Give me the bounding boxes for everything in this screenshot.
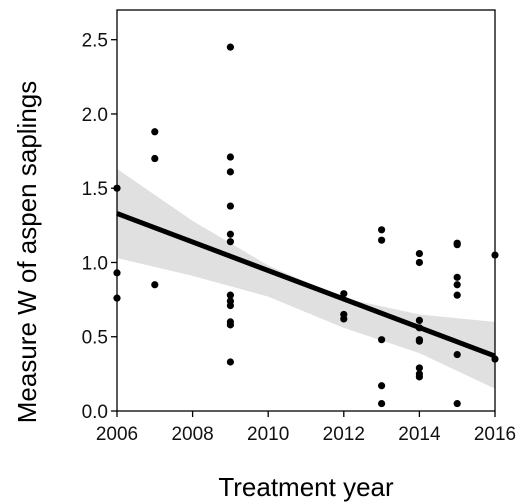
data-point xyxy=(415,324,423,332)
data-point xyxy=(415,316,423,325)
data-point xyxy=(453,273,461,281)
y-tick-label: 1.5 xyxy=(82,179,108,200)
data-point xyxy=(378,382,386,390)
axes-layer: 0.0 0.5 1.0 1.5 2.0 2.5 2006 2008 2010 2012 2014 20… xyxy=(82,9,516,445)
x-tick-label: 2012 xyxy=(323,424,365,445)
x-tick-label: 2008 xyxy=(171,424,213,445)
y-tick-label: 0.0 xyxy=(82,402,108,423)
data-point xyxy=(226,321,234,329)
data-point xyxy=(226,230,234,238)
fit-line-layer xyxy=(116,211,496,359)
data-point xyxy=(226,301,234,310)
data-point xyxy=(415,373,423,381)
y-tick-label: 0.5 xyxy=(82,328,108,349)
data-point xyxy=(226,358,234,366)
data-point xyxy=(226,43,234,51)
x-tick-label: 2016 xyxy=(474,424,516,445)
data-point xyxy=(378,226,386,234)
data-point xyxy=(151,281,159,289)
data-point xyxy=(378,399,386,408)
data-point xyxy=(453,350,461,359)
data-point xyxy=(453,241,461,249)
x-axis-title: Treatment year xyxy=(218,472,394,502)
data-points-layer xyxy=(113,43,499,408)
data-point xyxy=(453,281,461,289)
confidence-band-layer xyxy=(117,168,495,389)
y-axis-title: Measure W of aspen saplings xyxy=(12,81,42,424)
data-point xyxy=(151,154,159,163)
data-point xyxy=(340,315,348,323)
data-point xyxy=(415,249,423,258)
data-point xyxy=(453,291,461,299)
y-tick-label: 2.0 xyxy=(82,105,108,126)
data-point xyxy=(415,258,423,267)
data-point xyxy=(415,364,423,372)
data-point xyxy=(415,337,423,345)
data-point xyxy=(378,336,386,344)
regression-line xyxy=(116,211,496,359)
data-point xyxy=(226,238,234,246)
x-tick-label: 2006 xyxy=(96,424,138,445)
y-tick-label: 2.5 xyxy=(82,31,108,52)
data-point xyxy=(378,236,386,244)
data-point xyxy=(151,128,159,136)
data-point xyxy=(226,291,234,299)
data-point xyxy=(226,153,234,161)
plot-frame xyxy=(116,9,496,412)
x-tick-label: 2010 xyxy=(247,424,289,445)
x-tick-label: 2014 xyxy=(398,424,441,445)
data-point xyxy=(226,202,234,210)
data-point xyxy=(226,168,234,176)
data-point xyxy=(453,399,461,408)
data-point xyxy=(340,290,348,298)
y-tick-label: 1.0 xyxy=(82,253,108,274)
confidence-band xyxy=(117,168,495,389)
